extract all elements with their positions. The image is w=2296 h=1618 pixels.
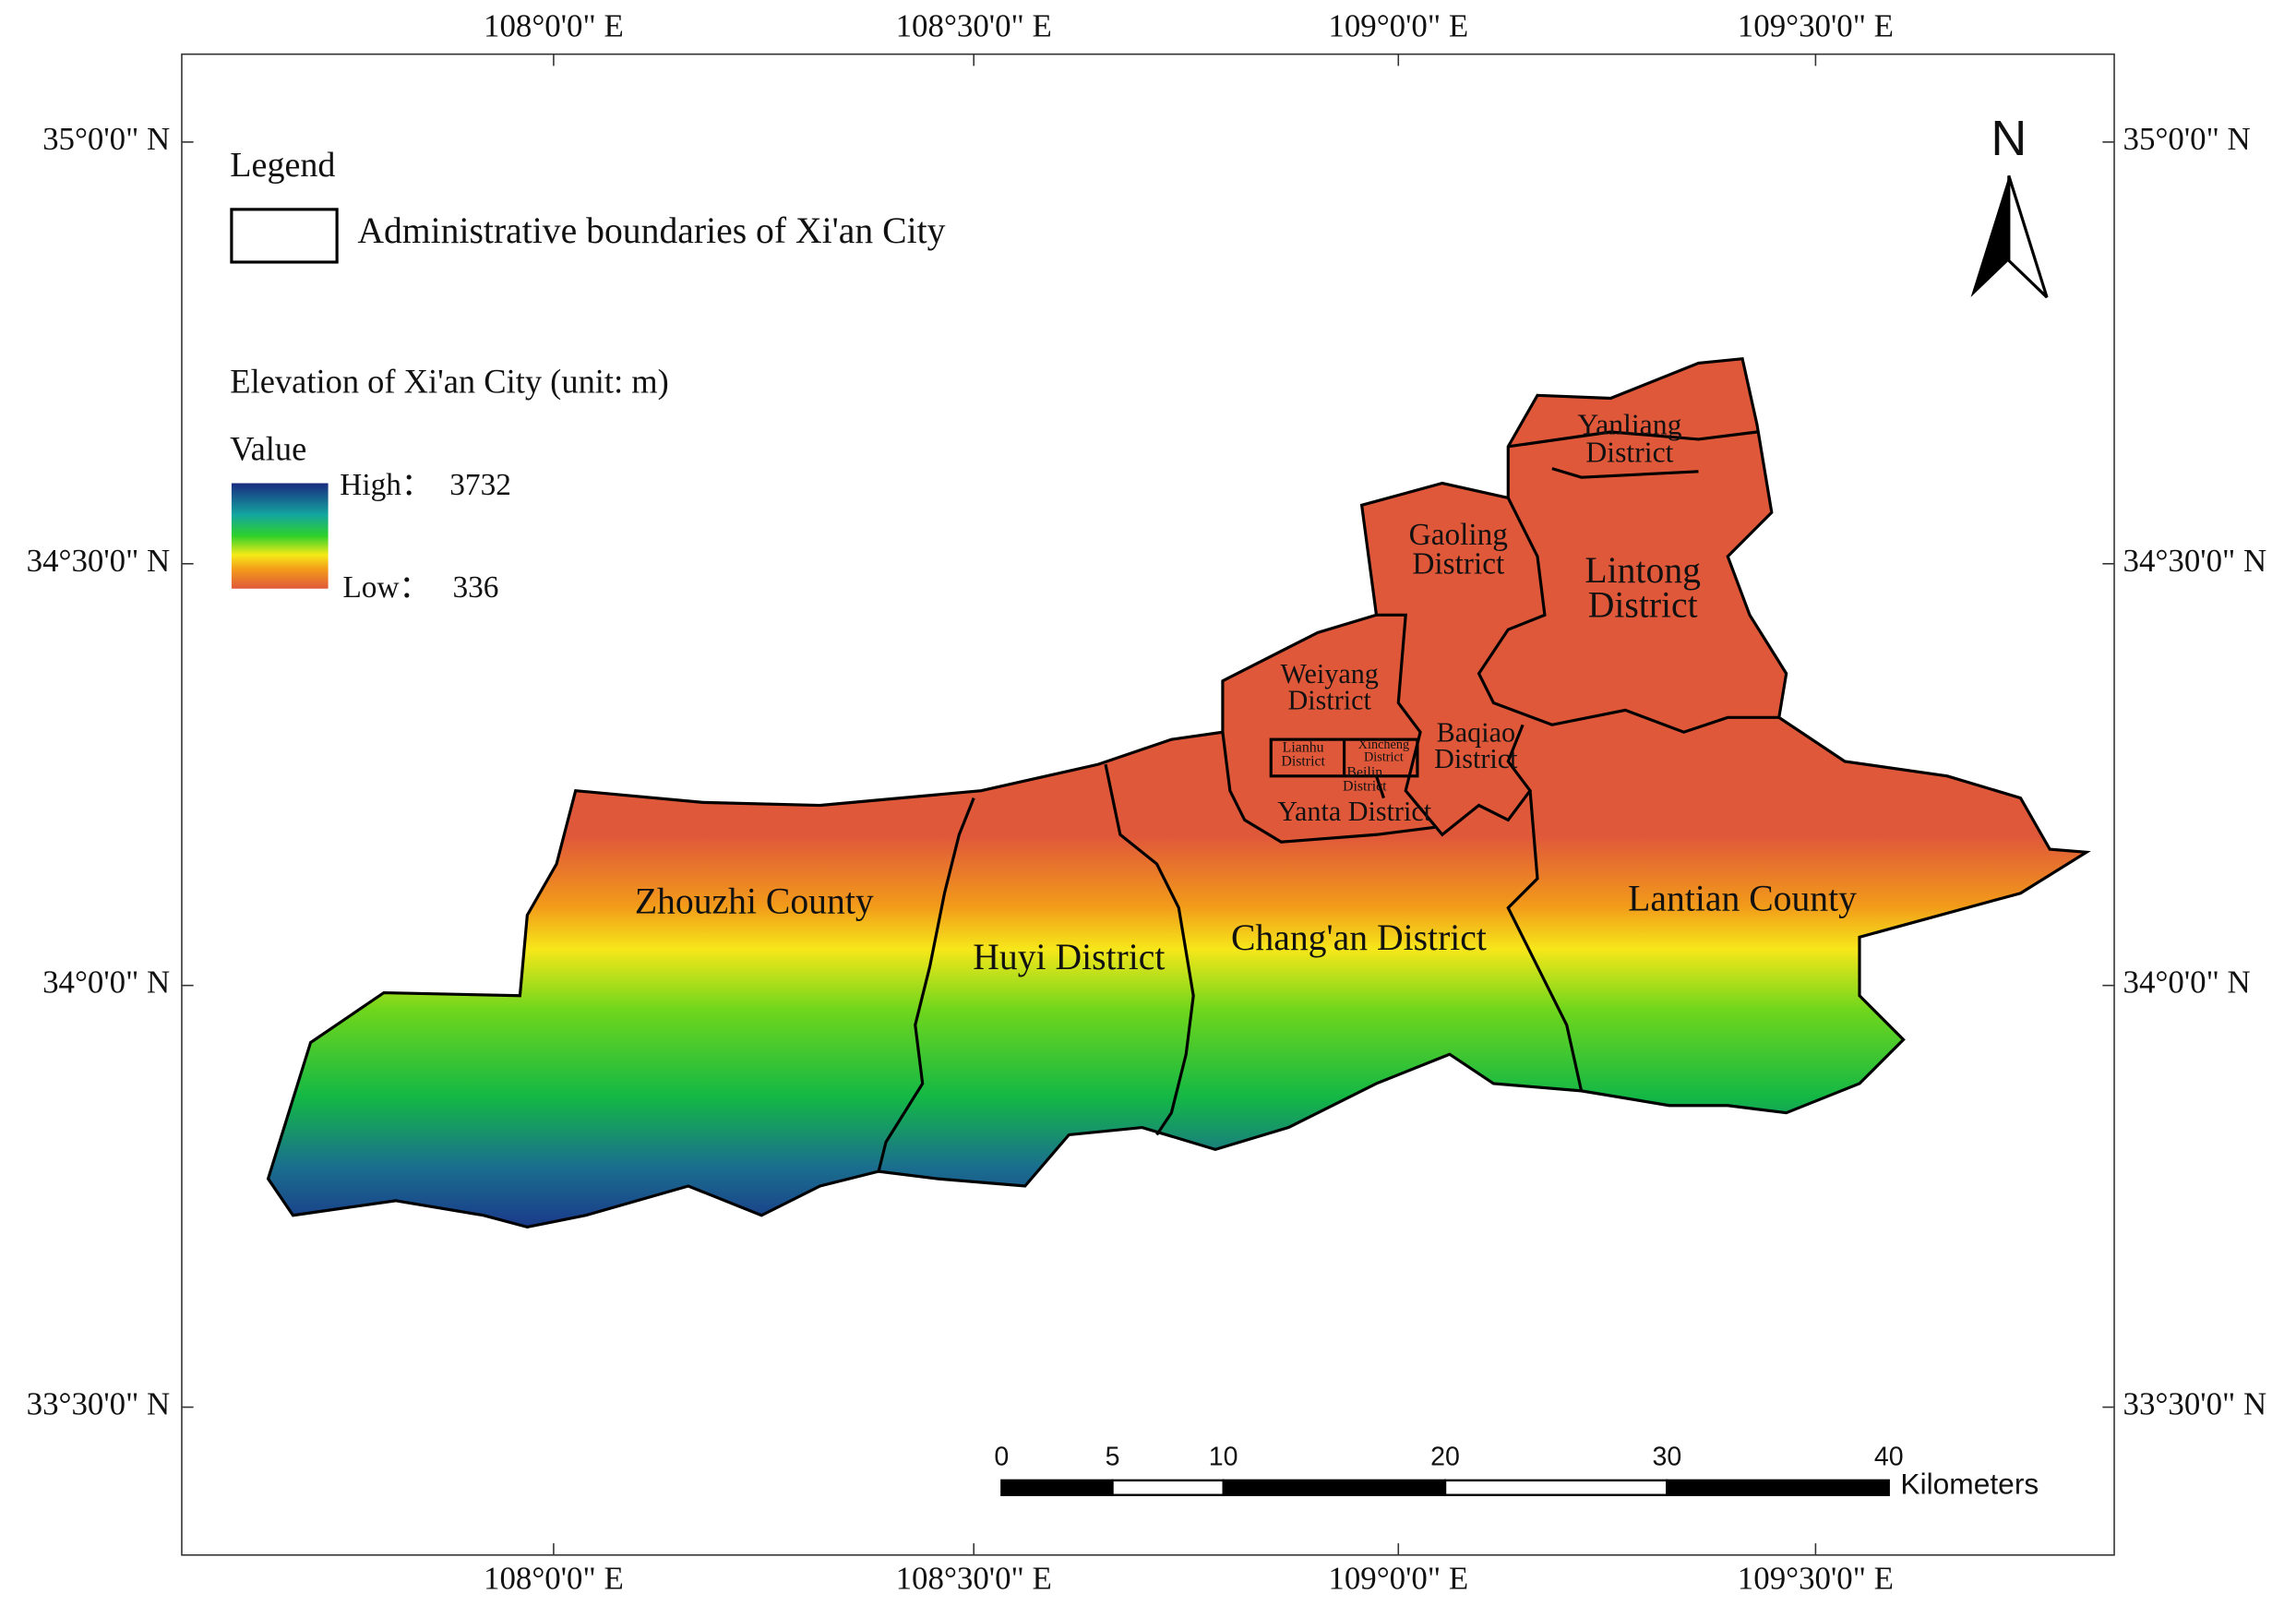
lat-label-right: 34°0'0" N: [2123, 965, 2251, 1001]
district-label: Yanta District: [1277, 796, 1431, 827]
lat-label-right: 33°30'0" N: [2123, 1386, 2267, 1422]
district-label: Gaoling: [1409, 518, 1509, 552]
district-label: District: [1585, 437, 1673, 469]
scale-tick-label: 20: [1430, 1443, 1460, 1472]
district-label: District: [1288, 684, 1372, 715]
district-label: District: [1412, 547, 1505, 581]
legend-title: Legend: [230, 146, 335, 185]
lat-label-right: 34°30'0" N: [2123, 543, 2267, 579]
district-label: Xincheng: [1358, 737, 1409, 752]
district-label: Lantian County: [1628, 878, 1857, 918]
high-value: 3732: [449, 468, 511, 502]
district-label: District: [1588, 585, 1698, 626]
lon-label-top: 109°30'0" E: [1738, 8, 1894, 44]
district-label: Beilin: [1346, 764, 1382, 780]
district-label: District: [1364, 749, 1404, 764]
lon-label-bottom: 109°30'0" E: [1738, 1560, 1894, 1596]
lon-label-top: 108°0'0" E: [484, 8, 624, 44]
district-label: District: [1434, 743, 1518, 774]
low-value: 336: [452, 570, 498, 605]
lon-label-bottom: 109°0'0" E: [1328, 1560, 1468, 1596]
district-label: District: [1343, 778, 1387, 794]
district-boundaries: [877, 430, 1779, 1172]
map-frame: [181, 53, 2115, 1556]
scale-tick-label: 10: [1209, 1443, 1238, 1472]
district-label: Weiyang: [1281, 658, 1379, 689]
scale-tick-label: 40: [1874, 1443, 1904, 1472]
boundary-label: Administrative boundaries of Xi'an City: [357, 210, 945, 251]
elevation-title: Elevation of Xi'an City (unit: m): [230, 363, 669, 401]
scale-unit: Kilometers: [1900, 1468, 2039, 1501]
scale-segment: [1666, 1479, 1890, 1496]
scale-segment: [1443, 1479, 1668, 1496]
scale-segment: [1111, 1479, 1225, 1496]
lat-label-left: 34°30'0" N: [27, 543, 171, 579]
lat-label-left: 34°0'0" N: [42, 965, 170, 1001]
district-label: District: [1281, 753, 1325, 769]
district-label: Huyi District: [973, 937, 1165, 977]
lon-label-top: 109°0'0" E: [1328, 8, 1468, 44]
district-label: Yanliang: [1577, 409, 1681, 441]
north-arrow-light: [2007, 174, 2049, 299]
district-label: Chang'an District: [1231, 917, 1487, 958]
low-label: Low：: [342, 570, 429, 605]
district-label: Zhouzhi County: [635, 881, 874, 922]
lon-label-top: 108°30'0" E: [896, 8, 1052, 44]
north-label: N: [1991, 111, 2027, 166]
district-label: Lianhu: [1283, 739, 1324, 755]
elevation-ramp: [231, 483, 329, 589]
elevation-region: [266, 356, 2091, 1229]
scale-tick-label: 0: [994, 1443, 1009, 1472]
lon-label-bottom: 108°0'0" E: [484, 1560, 624, 1596]
lat-label-left: 35°0'0" N: [42, 121, 170, 157]
north-arrow-dark: [1970, 175, 2009, 298]
scale-segment: [1000, 1479, 1114, 1496]
lat-label-left: 33°30'0" N: [27, 1386, 171, 1422]
lat-label-right: 35°0'0" N: [2123, 121, 2251, 157]
district-label: Lintong: [1584, 550, 1701, 591]
legend-swatch-group: [230, 208, 339, 589]
scale-tick-label: 5: [1106, 1443, 1120, 1472]
boundary-swatch: [230, 208, 339, 264]
lon-label-bottom: 108°30'0" E: [896, 1560, 1052, 1596]
value-label: Value: [230, 430, 306, 468]
high-label: High：: [340, 468, 432, 502]
district-label: Baqiao: [1437, 716, 1515, 748]
scale-tick-label: 30: [1653, 1443, 1682, 1472]
scale-segment: [1222, 1479, 1447, 1496]
